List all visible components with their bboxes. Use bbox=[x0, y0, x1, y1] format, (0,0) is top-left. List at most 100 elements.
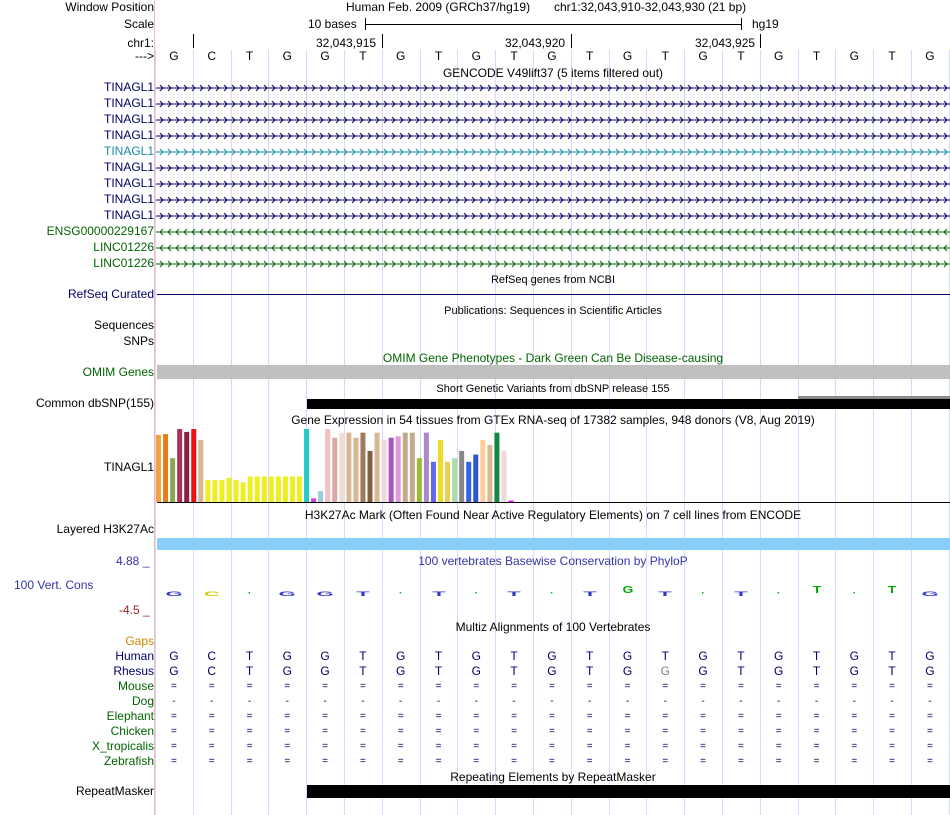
gtex-tissue-bar[interactable] bbox=[304, 429, 310, 502]
gtex-tissue-bar[interactable] bbox=[346, 432, 352, 502]
gaps-label[interactable]: Gaps bbox=[125, 634, 154, 648]
gtex-tissue-bar[interactable] bbox=[205, 480, 211, 502]
gencode-transcript-line[interactable] bbox=[156, 244, 950, 252]
gtex-tissue-bar[interactable] bbox=[409, 432, 415, 502]
omim-track-bar[interactable] bbox=[157, 365, 950, 379]
gencode-transcript-line[interactable] bbox=[156, 100, 950, 108]
gencode-transcript-line[interactable] bbox=[156, 116, 950, 124]
gtex-tissue-bar[interactable] bbox=[459, 450, 465, 502]
gtex-bar-chart[interactable] bbox=[155, 428, 555, 504]
gtex-tissue-bar[interactable] bbox=[416, 458, 422, 502]
gencode-transcript-line[interactable] bbox=[156, 228, 950, 236]
gencode-item-label[interactable]: LINC01226 bbox=[93, 240, 154, 254]
dbsnp-label[interactable]: Common dbSNP(155) bbox=[35, 396, 154, 410]
gencode-item-label[interactable]: TINAGL1 bbox=[103, 160, 154, 174]
gtex-tissue-bar[interactable] bbox=[445, 461, 451, 502]
gtex-tissue-bar[interactable] bbox=[282, 476, 288, 502]
repeatmasker-element[interactable] bbox=[307, 785, 950, 798]
gtex-tissue-bar[interactable] bbox=[494, 432, 500, 502]
gtex-tissue-bar[interactable] bbox=[198, 439, 204, 502]
gtex-tissue-bar[interactable] bbox=[184, 431, 190, 502]
gtex-tissue-bar[interactable] bbox=[212, 480, 218, 502]
gtex-tissue-bar[interactable] bbox=[261, 476, 267, 502]
gencode-item-label[interactable]: ENSG00000229167 bbox=[46, 224, 154, 238]
species-label[interactable]: Human bbox=[115, 649, 154, 663]
gtex-tissue-bar[interactable] bbox=[325, 429, 331, 502]
gencode-item-label[interactable]: TINAGL1 bbox=[103, 112, 154, 126]
gencode-item-label[interactable]: TINAGL1 bbox=[103, 96, 154, 110]
gtex-tissue-bar[interactable] bbox=[360, 432, 366, 502]
gencode-item-label[interactable]: TINAGL1 bbox=[103, 144, 154, 158]
dbsnp-variant-bar[interactable] bbox=[307, 399, 950, 409]
gtex-tissue-bar[interactable] bbox=[156, 434, 161, 502]
gtex-tissue-bar[interactable] bbox=[254, 476, 260, 502]
gtex-tissue-bar[interactable] bbox=[219, 480, 225, 502]
gencode-transcript-line[interactable] bbox=[156, 180, 950, 188]
species-label[interactable]: Elephant bbox=[106, 709, 154, 723]
gtex-tissue-bar[interactable] bbox=[332, 437, 338, 502]
gtex-tissue-bar[interactable] bbox=[438, 439, 443, 502]
gencode-transcript-line[interactable] bbox=[156, 196, 950, 204]
gencode-transcript-line[interactable] bbox=[156, 84, 950, 92]
gencode-item-label[interactable]: TINAGL1 bbox=[103, 80, 154, 94]
h3k27ac-signal[interactable] bbox=[157, 538, 950, 550]
gencode-item-label[interactable]: TINAGL1 bbox=[103, 128, 154, 142]
gtex-tissue-bar[interactable] bbox=[226, 477, 232, 502]
gtex-tissue-bar[interactable] bbox=[480, 439, 486, 502]
gencode-transcript-line[interactable] bbox=[156, 132, 950, 140]
gtex-tissue-bar[interactable] bbox=[275, 476, 281, 502]
gencode-item-label[interactable]: TINAGL1 bbox=[103, 208, 154, 222]
gtex-tissue-bar[interactable] bbox=[501, 450, 507, 502]
gtex-tissue-bar[interactable] bbox=[353, 437, 359, 502]
gencode-transcript-line[interactable] bbox=[156, 148, 950, 156]
gtex-tissue-bar[interactable] bbox=[191, 429, 197, 502]
dbsnp-variant-gray[interactable] bbox=[798, 396, 950, 400]
gtex-tissue-bar[interactable] bbox=[430, 461, 436, 502]
gtex-tissue-bar[interactable] bbox=[339, 432, 345, 502]
gtex-tissue-bar[interactable] bbox=[289, 476, 295, 502]
sequences-label[interactable]: Sequences bbox=[93, 318, 154, 332]
refseq-label[interactable]: RefSeq Curated bbox=[67, 287, 154, 301]
species-label[interactable]: Rhesus bbox=[113, 664, 154, 678]
species-label[interactable]: Dog bbox=[131, 694, 154, 708]
gtex-tissue-bar[interactable] bbox=[311, 498, 317, 502]
gtex-tissue-bar[interactable] bbox=[233, 480, 239, 502]
species-label[interactable]: Chicken bbox=[110, 724, 154, 738]
species-label[interactable]: Mouse bbox=[117, 679, 154, 693]
gencode-transcript-line[interactable] bbox=[156, 212, 950, 220]
gencode-item-label[interactable]: TINAGL1 bbox=[103, 192, 154, 206]
gtex-tissue-bar[interactable] bbox=[423, 432, 429, 502]
cons-label[interactable]: 100 Vert. Cons bbox=[14, 578, 94, 592]
gencode-transcript-line[interactable] bbox=[156, 260, 950, 268]
gencode-transcript-line[interactable] bbox=[156, 164, 950, 172]
gtex-tissue-bar[interactable] bbox=[466, 461, 472, 502]
snps-label[interactable]: SNPs bbox=[123, 334, 154, 348]
repeatmasker-label[interactable]: RepeatMasker bbox=[75, 784, 154, 798]
gtex-tissue-bar[interactable] bbox=[240, 482, 246, 502]
gtex-tissue-bar[interactable] bbox=[268, 476, 274, 502]
gtex-tissue-bar[interactable] bbox=[367, 450, 373, 502]
gtex-tissue-bar[interactable] bbox=[374, 432, 380, 502]
gencode-item-label[interactable]: TINAGL1 bbox=[103, 176, 154, 190]
species-label[interactable]: X_tropicalis bbox=[91, 739, 154, 753]
species-label[interactable]: Zebrafish bbox=[103, 754, 154, 768]
gtex-tissue-bar[interactable] bbox=[452, 458, 458, 502]
gtex-tissue-bar[interactable] bbox=[473, 454, 479, 502]
gtex-tissue-bar[interactable] bbox=[395, 436, 401, 502]
refseq-track-line[interactable] bbox=[157, 294, 950, 295]
gtex-tissue-bar[interactable] bbox=[318, 491, 324, 502]
gtex-tissue-bar[interactable] bbox=[487, 445, 493, 502]
gtex-label[interactable]: TINAGL1 bbox=[103, 460, 154, 474]
gtex-tissue-bar[interactable] bbox=[388, 437, 394, 502]
omim-label[interactable]: OMIM Genes bbox=[82, 365, 154, 379]
gtex-tissue-bar[interactable] bbox=[170, 458, 176, 502]
gtex-tissue-bar[interactable] bbox=[163, 434, 169, 502]
gtex-tissue-bar[interactable] bbox=[297, 476, 302, 502]
gtex-tissue-bar[interactable] bbox=[402, 432, 408, 502]
gtex-tissue-bar[interactable] bbox=[247, 476, 253, 502]
gtex-tissue-bar[interactable] bbox=[381, 439, 387, 502]
h3k27ac-label[interactable]: Layered H3K27Ac bbox=[56, 522, 154, 536]
gencode-item-label[interactable]: LINC01226 bbox=[93, 256, 154, 270]
gtex-tissue-bar[interactable] bbox=[177, 429, 183, 502]
gtex-tissue-bar[interactable] bbox=[508, 500, 514, 502]
